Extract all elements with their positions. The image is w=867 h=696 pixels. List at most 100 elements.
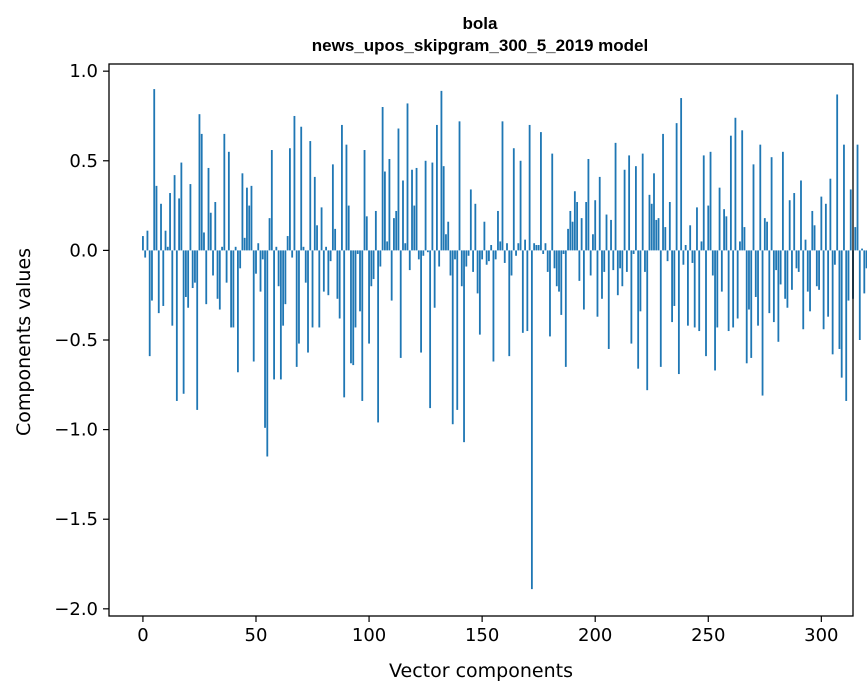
bar (811, 210, 814, 251)
bar (424, 160, 427, 251)
x-tick-label: 100 (352, 625, 386, 646)
bar (632, 250, 635, 254)
bar (295, 250, 298, 367)
bar (729, 135, 732, 251)
bar (151, 250, 153, 301)
bar (779, 250, 782, 285)
bar (698, 250, 701, 332)
bar (601, 250, 603, 299)
bar (682, 250, 685, 265)
bar (309, 141, 312, 251)
bar (417, 250, 420, 260)
bar (861, 248, 863, 251)
bar (252, 250, 255, 362)
bar (442, 166, 445, 251)
bar (230, 250, 233, 328)
bar (709, 151, 712, 251)
bar (594, 200, 597, 251)
bar (413, 205, 416, 251)
bar (187, 250, 190, 308)
bar (322, 250, 325, 292)
bar (822, 250, 825, 330)
bar (540, 132, 542, 251)
bar (544, 243, 547, 251)
bar (458, 121, 461, 251)
bar (282, 250, 285, 326)
bar (607, 250, 610, 349)
bar (318, 250, 321, 328)
bar (662, 133, 664, 251)
bar (863, 250, 866, 294)
bar (748, 250, 750, 310)
bar (571, 221, 574, 251)
bar (621, 250, 624, 287)
bar (478, 250, 481, 335)
bar (225, 250, 228, 283)
bar (530, 250, 533, 590)
bar (415, 167, 418, 251)
bar (472, 250, 474, 272)
bar (567, 228, 569, 251)
bar (327, 250, 330, 296)
bar (218, 250, 221, 310)
bar (644, 250, 646, 272)
x-tick-label: 150 (465, 625, 499, 646)
bar (725, 216, 728, 251)
bar (381, 107, 384, 251)
bar (720, 250, 723, 292)
bar (560, 250, 563, 315)
bar (257, 243, 260, 251)
y-axis-label: Components values (13, 248, 35, 436)
bar (456, 250, 459, 410)
bar (788, 200, 791, 251)
bar (578, 250, 581, 281)
bar (180, 162, 183, 251)
bar (411, 169, 413, 251)
bar (200, 133, 203, 251)
bar (628, 155, 631, 251)
bar (207, 167, 210, 251)
bar (840, 250, 843, 378)
bar (829, 178, 832, 251)
bar (316, 225, 318, 251)
bar (440, 90, 443, 251)
bar (666, 250, 669, 262)
bar (438, 250, 441, 267)
bar (379, 250, 382, 267)
bar (696, 207, 698, 251)
bar (298, 250, 300, 344)
bar (743, 227, 746, 251)
bar (793, 193, 796, 251)
bar (843, 144, 845, 251)
bar (307, 250, 309, 353)
y-tick-label: 0.5 (69, 151, 98, 172)
bar (209, 212, 212, 251)
bar (445, 234, 447, 251)
bar (537, 245, 540, 251)
bar (705, 250, 707, 357)
bar (173, 175, 176, 251)
bar (734, 117, 737, 251)
bar (370, 250, 373, 287)
bar (716, 250, 719, 328)
bar (352, 250, 355, 366)
bar (393, 218, 395, 251)
bar (341, 124, 343, 251)
bar (553, 250, 556, 269)
bar (347, 205, 350, 251)
bar (291, 250, 294, 258)
bar (399, 250, 402, 358)
bar (221, 246, 223, 251)
bar (549, 250, 551, 337)
chart-title: bola (463, 14, 498, 33)
bar (750, 250, 753, 358)
bar (501, 121, 504, 251)
bar (383, 171, 386, 251)
bar (302, 246, 305, 251)
bar (293, 115, 296, 251)
bar (854, 227, 857, 251)
bar (781, 151, 784, 251)
bar (512, 148, 515, 251)
bar (372, 250, 375, 280)
